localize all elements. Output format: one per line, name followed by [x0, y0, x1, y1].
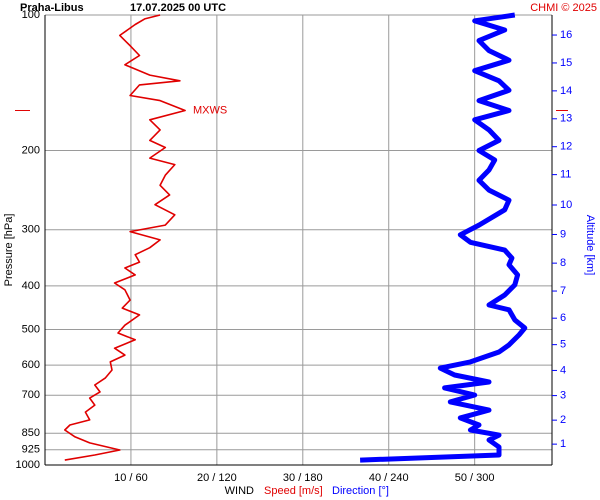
y-tick-label: 100	[22, 9, 40, 21]
y-tick-label: 200	[22, 144, 40, 156]
y-axis-label: Pressure [hPa]	[3, 214, 15, 287]
y2-tick-label: 11	[560, 169, 571, 181]
y2-tick-label: 6	[560, 312, 566, 324]
y2-tick-label: 5	[560, 339, 566, 351]
y2-tick-label: 8	[560, 257, 566, 269]
y-tick-label: 300	[22, 224, 40, 236]
y-tick-label: 600	[22, 359, 40, 371]
x-tick-label: 40 / 240	[369, 472, 409, 484]
x-tick-label: 30 / 180	[283, 472, 323, 484]
y2-tick-label: 1	[560, 438, 566, 450]
time: 17.07.2025 00 UTC	[130, 2, 226, 14]
x-tick-label: 10 / 60	[114, 472, 148, 484]
y-tick-label: 925	[22, 444, 40, 456]
profile-line	[360, 12, 528, 463]
x-tick-label: 20 / 120	[197, 472, 237, 484]
y2-tick-label: 16	[560, 29, 572, 41]
y2-tick-label: 12	[560, 141, 572, 153]
legend-entry: Direction [°]	[332, 485, 389, 497]
y2-tick-label: 3	[560, 390, 566, 402]
y-tick-label: 1000	[16, 459, 40, 471]
y-tick-label: 700	[22, 389, 40, 401]
credit: CHMI © 2025	[530, 2, 597, 14]
y2-tick-label: 13	[560, 113, 572, 125]
y-tick-label: 400	[22, 280, 40, 292]
x-axis-label: WIND	[225, 485, 254, 497]
y2-tick-label: 4	[560, 364, 566, 376]
y2-tick-label: 9	[560, 228, 566, 240]
station: Praha-Libus	[20, 2, 84, 14]
y2-tick-label: 7	[560, 285, 566, 297]
y2-tick-label: 14	[560, 85, 572, 97]
profile-line	[64, 14, 186, 461]
y-tick-label: 500	[22, 323, 40, 335]
legend-entry: Speed [m/s]	[264, 485, 323, 497]
mxws-label: MXWS	[193, 104, 227, 116]
y-tick-label: 850	[22, 427, 40, 439]
y2-tick-label: 2	[560, 414, 566, 426]
x-tick-label: 50 / 300	[455, 472, 495, 484]
y2-axis-label: Altitude [km]	[584, 215, 596, 276]
y2-tick-label: 15	[560, 57, 572, 69]
y2-tick-label: 10	[560, 199, 572, 211]
